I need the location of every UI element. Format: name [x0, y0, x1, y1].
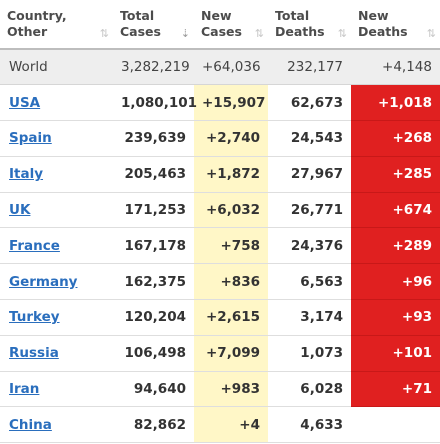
new-deaths-cell: +268 [351, 120, 440, 157]
total-cases-cell: 120,204 [113, 299, 194, 336]
new-deaths-cell: +4,148 [351, 49, 440, 86]
header-new-deaths-line1: New [358, 8, 389, 23]
header-new-cases-line1: New [201, 8, 232, 23]
country-link-usa[interactable]: USA [9, 94, 41, 111]
total-cases-cell: 3,282,219 [113, 49, 194, 86]
sort-icon[interactable]: ⇅ [99, 27, 109, 40]
header-new-cases-line2: Cases [201, 24, 242, 39]
country-link-italy[interactable]: Italy [9, 166, 44, 183]
new-deaths-cell [351, 406, 440, 444]
header-total-deaths[interactable]: Total Deaths ⇅ [268, 0, 351, 50]
country-link-germany[interactable]: Germany [9, 273, 78, 290]
total-deaths-cell: 6,028 [268, 371, 351, 408]
world-total-row: World 3,282,219 +64,036 232,177 +4,148 [0, 49, 440, 86]
country-link-turkey[interactable]: Turkey [9, 309, 60, 326]
total-deaths-cell: 27,967 [268, 156, 351, 193]
table-row: Italy 205,463 +1,872 27,967 +285 [0, 156, 440, 193]
sort-icon[interactable]: ⇅ [426, 27, 436, 40]
new-cases-cell: +15,907 [194, 84, 268, 122]
new-deaths-cell: +285 [351, 156, 440, 193]
table-row: Spain 239,639 +2,740 24,543 +268 [0, 120, 440, 157]
total-cases-cell: 167,178 [113, 227, 194, 265]
country-name: World [0, 49, 113, 86]
total-cases-cell: 82,862 [113, 406, 194, 444]
total-deaths-cell: 26,771 [268, 192, 351, 229]
sort-descending-icon[interactable]: ⇣ [180, 27, 190, 40]
new-deaths-cell: +674 [351, 192, 440, 229]
new-cases-cell: +64,036 [194, 49, 268, 86]
table-row: USA 1,080,101 +15,907 62,673 +1,018 [0, 84, 440, 122]
total-cases-cell: 106,498 [113, 335, 194, 372]
table-row: France 167,178 +758 24,376 +289 [0, 227, 440, 265]
new-deaths-cell: +1,018 [351, 84, 440, 122]
country-link-russia[interactable]: Russia [9, 345, 59, 362]
total-cases-cell: 205,463 [113, 156, 194, 193]
new-cases-cell: +6,032 [194, 192, 268, 229]
country-link-spain[interactable]: Spain [9, 130, 52, 147]
new-cases-cell: +4 [194, 406, 268, 444]
country-link-uk[interactable]: UK [9, 202, 31, 219]
country-link-china[interactable]: China [9, 416, 52, 433]
table-header-row: Country, Other ⇅ Total Cases ⇣ New Cases… [0, 0, 440, 50]
new-cases-cell: +2,740 [194, 120, 268, 157]
new-cases-cell: +836 [194, 263, 268, 301]
table-row: Germany 162,375 +836 6,563 +96 [0, 263, 440, 301]
table-row: China 82,862 +4 4,633 [0, 406, 440, 444]
total-deaths-cell: 62,673 [268, 84, 351, 122]
header-country-line1: Country, [7, 8, 67, 23]
table-row: Russia 106,498 +7,099 1,073 +101 [0, 335, 440, 372]
sort-icon[interactable]: ⇅ [254, 27, 264, 40]
new-cases-cell: +1,872 [194, 156, 268, 193]
header-total-cases-line1: Total [120, 8, 155, 23]
new-cases-cell: +983 [194, 371, 268, 408]
total-deaths-cell: 1,073 [268, 335, 351, 372]
header-new-deaths-line2: Deaths [358, 24, 408, 39]
total-deaths-cell: 24,376 [268, 227, 351, 265]
total-deaths-cell: 6,563 [268, 263, 351, 301]
new-deaths-cell: +71 [351, 371, 440, 408]
new-cases-cell: +7,099 [194, 335, 268, 372]
new-deaths-cell: +93 [351, 299, 440, 336]
header-new-cases[interactable]: New Cases ⇅ [194, 0, 268, 50]
header-country-line2: Other [7, 24, 48, 39]
header-total-deaths-line2: Deaths [275, 24, 325, 39]
table-row: Turkey 120,204 +2,615 3,174 +93 [0, 299, 440, 336]
table-row: Iran 94,640 +983 6,028 +71 [0, 371, 440, 408]
header-total-cases[interactable]: Total Cases ⇣ [113, 0, 194, 50]
header-total-deaths-line1: Total [275, 8, 310, 23]
new-deaths-cell: +289 [351, 227, 440, 265]
total-deaths-cell: 232,177 [268, 49, 351, 86]
header-country[interactable]: Country, Other ⇅ [0, 0, 113, 50]
new-cases-cell: +758 [194, 227, 268, 265]
total-cases-cell: 171,253 [113, 192, 194, 229]
table-row: UK 171,253 +6,032 26,771 +674 [0, 192, 440, 229]
country-link-iran[interactable]: Iran [9, 381, 40, 398]
new-deaths-cell: +96 [351, 263, 440, 301]
sort-icon[interactable]: ⇅ [337, 27, 347, 40]
total-deaths-cell: 3,174 [268, 299, 351, 336]
total-cases-cell: 1,080,101 [113, 84, 197, 122]
header-total-cases-line2: Cases [120, 24, 161, 39]
total-cases-cell: 94,640 [113, 371, 194, 408]
total-deaths-cell: 4,633 [268, 406, 351, 444]
total-cases-cell: 162,375 [113, 263, 194, 301]
country-link-france[interactable]: France [9, 237, 60, 254]
header-new-deaths[interactable]: New Deaths ⇅ [351, 0, 440, 50]
total-cases-cell: 239,639 [113, 120, 194, 157]
new-deaths-cell: +101 [351, 335, 440, 372]
total-deaths-cell: 24,543 [268, 120, 351, 157]
new-cases-cell: +2,615 [194, 299, 268, 336]
